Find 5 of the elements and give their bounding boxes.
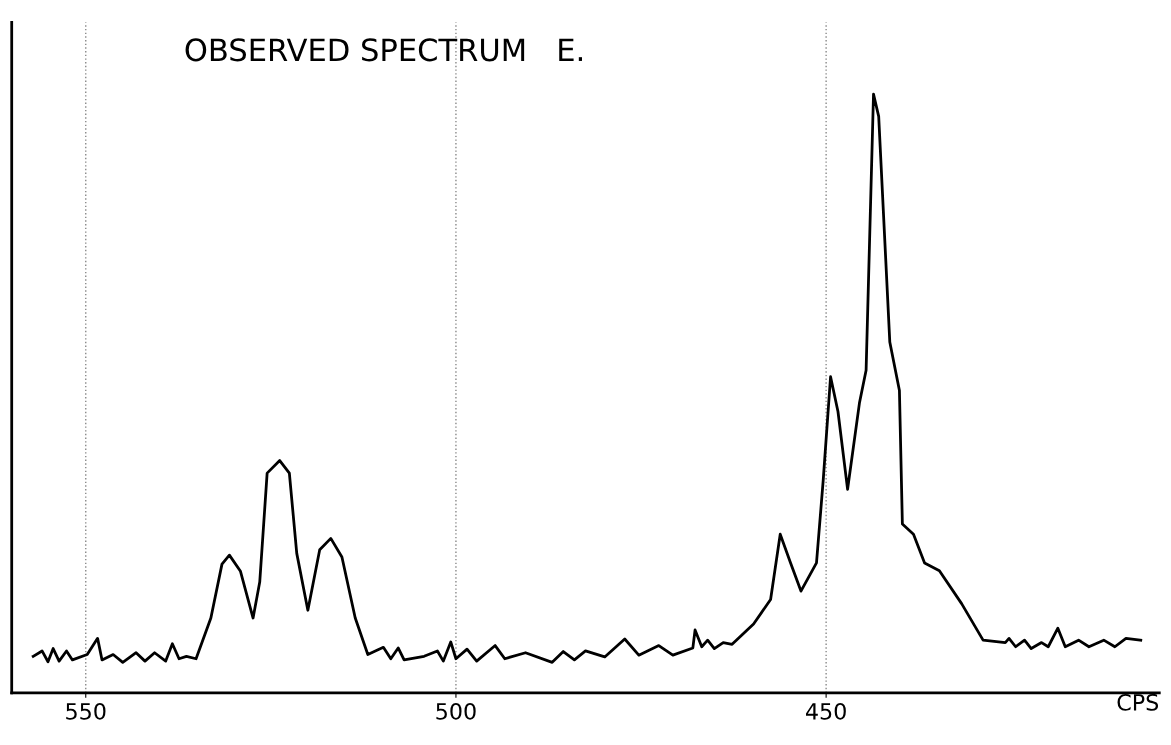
x-axis-title: CPS xyxy=(1117,693,1159,711)
x-tick-label: 500 xyxy=(436,702,476,720)
x-tick-label: 450 xyxy=(806,702,846,720)
x-tick-label: 550 xyxy=(66,702,106,720)
chart-title: OBSERVED SPECTRUM E. xyxy=(185,38,582,62)
